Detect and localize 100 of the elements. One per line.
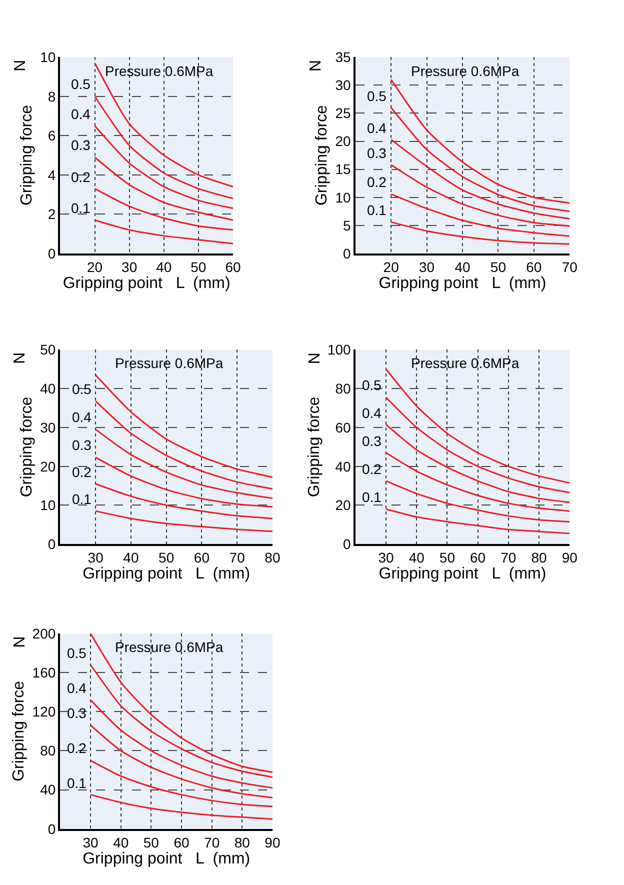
- y-tick-label: 25: [335, 105, 352, 122]
- y-tick-label: 120: [32, 704, 56, 720]
- series-label: 0.5: [72, 381, 92, 397]
- y-axis-title: Gripping force: [306, 396, 323, 498]
- x-axis-title: Gripping point L (mm): [378, 566, 546, 583]
- series-label: 0.3: [71, 137, 91, 153]
- y-tick-label: 40: [40, 782, 56, 798]
- x-tick-label: 80: [234, 834, 250, 850]
- x-tick-label: 70: [562, 259, 578, 276]
- line-series: [390, 106, 570, 212]
- y-tick-label: 0: [48, 820, 56, 837]
- series-label: 0.2: [72, 464, 92, 480]
- line-series: [94, 188, 233, 231]
- y-axis-title: Gripping force: [314, 104, 331, 206]
- y-tick-label: 15: [335, 161, 352, 178]
- line-series: [385, 396, 570, 494]
- x-tick-label: 70: [229, 550, 246, 566]
- x-tick-label: 70: [500, 550, 516, 566]
- line-series: [390, 164, 570, 227]
- series-label: 0.4: [362, 405, 382, 421]
- y-tick-label: 10: [40, 48, 56, 65]
- series-label: 0.2: [71, 169, 91, 185]
- y-tick-label: 0: [343, 536, 352, 552]
- y-tick-label: 4: [48, 166, 56, 183]
- x-tick-label: 20: [86, 259, 103, 276]
- x-tick-label: 30: [82, 834, 99, 850]
- x-tick-label: 50: [190, 259, 206, 276]
- series-label: 0.5: [67, 645, 87, 661]
- line-series: [385, 508, 570, 534]
- y-tick-label: 20: [40, 458, 56, 474]
- y-tick-label: 20: [335, 133, 352, 150]
- series-label: 0.1: [67, 775, 87, 791]
- line-series: [94, 400, 272, 490]
- text: N: [307, 60, 324, 72]
- x-tick-label: 60: [174, 834, 190, 850]
- series-label: 0.3: [362, 433, 382, 449]
- line-series: [385, 452, 570, 512]
- y-axis-title: Gripping force: [18, 396, 36, 498]
- y-tick-label: 6: [48, 128, 56, 144]
- x-tick-label: 60: [225, 259, 241, 276]
- series-label: 0.3: [67, 705, 87, 721]
- x-tick-label: 40: [454, 259, 470, 276]
- line-series: [94, 156, 233, 221]
- x-tick-label: 30: [419, 259, 435, 276]
- line-series: [90, 664, 272, 778]
- series-label: 0.1: [367, 202, 387, 218]
- line-series: [385, 424, 570, 504]
- line-series: [94, 510, 272, 532]
- y-tick-label: 0: [343, 245, 352, 262]
- y-tick-label: 0: [48, 536, 56, 552]
- y-tick-label: 2: [48, 206, 56, 222]
- y-tick-label: 8: [48, 88, 56, 104]
- line-series: [385, 480, 570, 523]
- line-series: [90, 633, 272, 773]
- x-tick-label: 40: [123, 550, 139, 566]
- series-label: 0.5: [367, 88, 387, 104]
- annotation: Pressure 0.6MPa: [105, 63, 214, 79]
- annotation: Pressure 0.6MPa: [115, 355, 224, 371]
- line-series: [94, 96, 233, 200]
- line-series: [94, 62, 233, 188]
- y-tick-label: 80: [335, 380, 352, 396]
- series-label: 0.2: [67, 740, 87, 756]
- line-series: [94, 125, 233, 210]
- x-axis-title: Gripping point L (mm): [82, 566, 250, 583]
- x-tick-label: 60: [526, 259, 542, 276]
- x-tick-label: 60: [194, 550, 210, 566]
- y-tick-label: 30: [40, 419, 56, 436]
- y-tick-label: 160: [32, 664, 56, 680]
- annotation: Pressure 0.6MPa: [115, 639, 224, 655]
- line-series: [90, 699, 272, 789]
- series-label: 0.4: [367, 120, 387, 136]
- line-series: [94, 428, 272, 499]
- y-tick-label: 10: [335, 189, 352, 206]
- line-series: [94, 456, 272, 508]
- y-tick-label: 60: [335, 419, 352, 436]
- line-series: [390, 78, 570, 204]
- x-tick-label: 20: [383, 259, 400, 276]
- series-label: 0.3: [367, 145, 387, 161]
- line-series: [90, 794, 272, 820]
- annotation: Pressure 0.6MPa: [411, 355, 520, 371]
- x-tick-label: 50: [439, 550, 456, 566]
- series-label: 0.4: [67, 680, 87, 696]
- series-label: 0.2: [362, 461, 382, 477]
- x-axis-title: Gripping point L (mm): [62, 275, 230, 292]
- series-label: 0.4: [71, 106, 91, 122]
- text: N: [12, 352, 29, 364]
- x-tick-label: 60: [470, 550, 486, 566]
- y-axis-title: Gripping force: [10, 680, 28, 782]
- annotation: Pressure 0.6MPa: [411, 63, 520, 79]
- y-tick-label: 100: [327, 342, 352, 358]
- series-label: 0.5: [362, 377, 382, 393]
- line-series: [94, 374, 272, 478]
- x-tick-label: 40: [408, 550, 425, 566]
- series-label: 0.5: [71, 76, 91, 92]
- y-tick-label: 5: [343, 217, 352, 234]
- x-tick-label: 50: [143, 834, 160, 850]
- line-series: [94, 483, 272, 520]
- text: N: [12, 60, 30, 72]
- x-tick-label: 90: [264, 834, 280, 850]
- line-series: [94, 219, 233, 244]
